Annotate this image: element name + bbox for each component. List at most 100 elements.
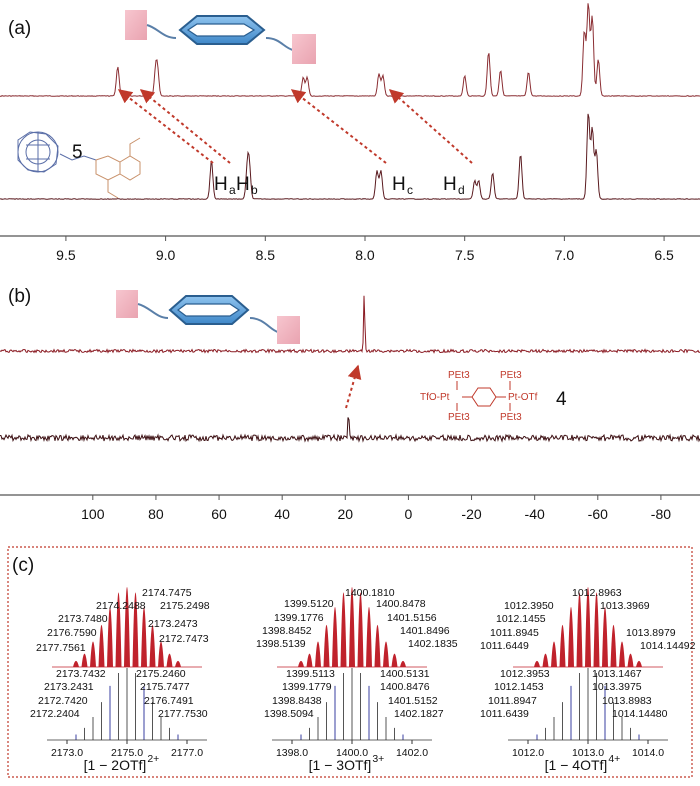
- shift-arrows-a: [117, 89, 473, 164]
- ms-exp-peak: [534, 660, 540, 667]
- ms-calc-label: 1398.5094: [264, 708, 314, 720]
- shift-arrow-b: [345, 364, 362, 409]
- ms-exp-label: 2174.7475: [142, 587, 192, 599]
- ms-exp-peak: [349, 587, 355, 667]
- ppm-axis-31p: 100 80 60 40 20 0 -20 -40 -60 -80: [0, 494, 700, 522]
- ms-exp-peak: [158, 641, 164, 667]
- ms-exp-label: 2174.2488: [96, 600, 146, 612]
- ms-spectrum-3: 1012.8963 1012.3950 1013.3969 1012.1455 1011…: [480, 587, 696, 773]
- ms-exp-label: 2177.7561: [36, 642, 86, 654]
- tick-label: 60: [211, 506, 227, 522]
- svg-text:TfO-Pt: TfO-Pt: [420, 392, 450, 403]
- ms-exp-label: 1011.6449: [480, 640, 529, 652]
- svg-text:PEt3: PEt3: [500, 370, 522, 381]
- tick-label: 0: [405, 506, 413, 522]
- proton-label-c: H c: [392, 174, 413, 197]
- svg-text:PEt3: PEt3: [448, 370, 470, 381]
- compound-4-structure: PEt3 PEt3 TfO-Pt Pt-OTf PEt3 PEt3 4: [420, 370, 567, 423]
- svg-text:H: H: [443, 174, 457, 195]
- ms-axis-tick-label: 1013.0: [572, 747, 604, 759]
- ms-exp-label: 2175.2498: [160, 600, 210, 612]
- ms-calc-label: 1014.14480: [612, 708, 668, 720]
- svg-text:H: H: [214, 174, 228, 195]
- ms-exp-label: 1398.8452: [262, 625, 312, 637]
- tick-label: -60: [588, 506, 608, 522]
- ms-exp-peak: [98, 624, 105, 667]
- compound-5-structure: 5: [17, 131, 141, 199]
- compound-5-label: 5: [72, 142, 83, 163]
- ms-exp-peak: [115, 592, 122, 667]
- ms-ion-charge: 4+: [608, 753, 620, 765]
- ms-exp-peak: [542, 653, 549, 667]
- ms-exp-peak: [619, 641, 625, 667]
- tick-label: 8.0: [355, 247, 375, 263]
- svg-text:c: c: [407, 183, 413, 197]
- ms-exp-label: 1011.8945: [490, 627, 539, 639]
- ms-exp-label: 1013.3969: [600, 600, 650, 612]
- ms-calc-label: 1399.1779: [282, 681, 332, 693]
- ms-axis-tick-label: 2173.0: [51, 747, 83, 759]
- ms-exp-peak: [73, 660, 79, 667]
- ms-exp-peak: [366, 606, 372, 667]
- ms-exp-peak: [357, 592, 364, 667]
- svg-text:PEt3: PEt3: [448, 412, 470, 423]
- ms-exp-peak: [602, 606, 608, 667]
- ms-exp-peak: [391, 653, 398, 667]
- tick-label: 9.5: [56, 247, 76, 263]
- ms-calc-label: 1399.5113: [286, 668, 335, 680]
- tick-label: 7.5: [455, 247, 475, 263]
- ms-exp-label: 1012.3950: [504, 600, 554, 612]
- ms-exp-peak: [585, 587, 591, 667]
- svg-text:H: H: [236, 174, 250, 195]
- spectrum-trace: [0, 295, 700, 354]
- ms-exp-peak: [141, 606, 147, 667]
- ms-exp-label: 1013.8979: [626, 627, 676, 639]
- ms-exp-label: 1400.1810: [345, 587, 395, 599]
- ms-exp-label: 2176.7590: [47, 627, 97, 639]
- compound-4-label: 4: [556, 389, 567, 410]
- ms-exp-peak: [636, 660, 642, 667]
- tick-label: 80: [148, 506, 164, 522]
- ms-exp-label: 1400.8478: [376, 598, 426, 610]
- tick-label: 7.0: [555, 247, 575, 263]
- ms-exp-label: 1398.5139: [256, 638, 306, 650]
- ms-calc-label: 1402.1827: [394, 708, 444, 720]
- tick-label: 8.5: [256, 247, 276, 263]
- tick-label: 40: [274, 506, 290, 522]
- ms-exp-peak: [400, 660, 406, 667]
- tick-label: 100: [81, 506, 105, 522]
- ms-calc-label: 1401.5152: [388, 695, 438, 707]
- ms-calc-label: 1013.1467: [592, 668, 642, 680]
- rotaxane-cartoon-b: [116, 290, 300, 344]
- nmr-31p-spectra: [0, 295, 700, 443]
- ms-exp-peak: [149, 624, 156, 667]
- ms-exp-peak: [332, 606, 338, 667]
- ms-exp-peak: [383, 641, 389, 667]
- tick-label: -40: [525, 506, 545, 522]
- ms-ion-label: [1 − 2OTf]: [84, 757, 147, 773]
- ms-axis-tick-label: 1014.0: [632, 747, 664, 759]
- ms-axis-tick-label: 1400.0: [336, 747, 368, 759]
- ms-calc-label: 1012.1453: [494, 681, 544, 693]
- svg-text:Pt-OTf: Pt-OTf: [508, 392, 538, 403]
- ms-exp-label: 1012.1455: [496, 613, 546, 625]
- ms-calc-label: 2177.7530: [158, 708, 208, 720]
- ms-exp-peak: [132, 592, 139, 667]
- ms-axis-tick-label: 1012.0: [512, 747, 544, 759]
- ms-calc-label: 2173.7432: [56, 668, 106, 680]
- proton-label-b: H b: [236, 174, 258, 197]
- spectrum-trace: [0, 417, 700, 443]
- ms-exp-label: 1012.8963: [572, 587, 622, 599]
- ms-exp-peak: [576, 592, 583, 667]
- spectrum-trace: [0, 3, 700, 97]
- ms-ion-label: [1 − 3OTf]: [309, 757, 372, 773]
- ms-axis-tick-label: 2175.0: [111, 747, 143, 759]
- ms-exp-peak: [81, 653, 88, 667]
- ms-exp-peak: [559, 624, 566, 667]
- ms-calc-label: 2176.7491: [144, 695, 194, 707]
- ms-exp-peak: [627, 653, 634, 667]
- ms-exp-peak: [166, 653, 173, 667]
- panel-c-label: (c): [12, 555, 34, 576]
